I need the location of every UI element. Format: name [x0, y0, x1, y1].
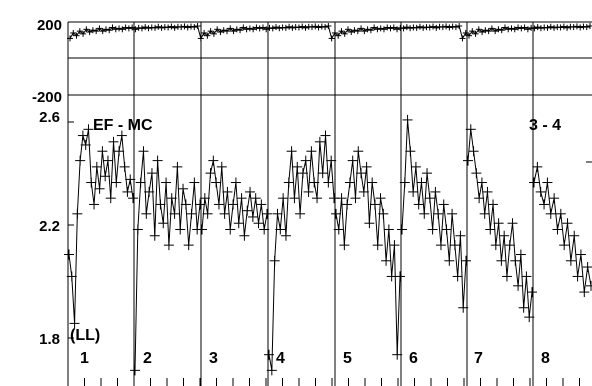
- segment-line-6: [401, 119, 467, 308]
- segment-label-7: 7: [474, 350, 483, 367]
- segment-label-3: 3: [209, 350, 218, 367]
- segment-line-5: [335, 151, 401, 355]
- chart-frame: [67, 21, 592, 386]
- corner-label: (LL): [70, 327, 100, 344]
- panel-title: EF - MC: [93, 117, 153, 134]
- bottom-y-tick-2.2: 2.2: [39, 218, 60, 235]
- top-y-tick-neg200: -200: [32, 89, 62, 106]
- segment-line-4: [268, 135, 335, 371]
- panel-annotation: 3 - 4: [529, 117, 561, 134]
- segment-line-1: [68, 129, 134, 324]
- bottom-y-tick-2.6: 2.6: [39, 109, 60, 126]
- top-y-tick-200: 200: [37, 17, 62, 34]
- segment-label-6: 6: [409, 350, 418, 367]
- top-series-line: [69, 25, 591, 40]
- segment-line-2: [134, 151, 201, 371]
- bottom-y-tick-1.8: 1.8: [39, 331, 60, 348]
- top-panel-series: [67, 23, 592, 42]
- segment-line-8: [533, 166, 592, 293]
- segment-label-2: 2: [143, 350, 152, 367]
- bottom-panel-series: [64, 114, 592, 376]
- segment-label-5: 5: [343, 350, 352, 367]
- segment-label-4: 4: [276, 350, 285, 367]
- segment-label-8: 8: [541, 350, 550, 367]
- segment-label-1: 1: [80, 350, 89, 367]
